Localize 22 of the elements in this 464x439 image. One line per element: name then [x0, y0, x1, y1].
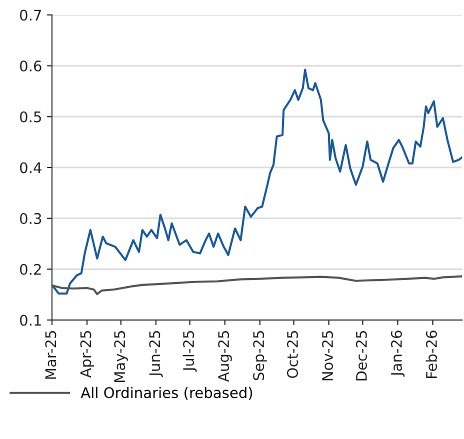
y-tick-label: 0.7: [20, 10, 41, 21]
x-tick-label: Apr-25: [80, 331, 94, 378]
x-tick-label: Jun-25: [149, 331, 163, 378]
x-tick-label: Nov-25: [322, 331, 334, 380]
y-tick-label: 0.3: [20, 213, 42, 224]
y-tick-label: 0.4: [20, 162, 42, 174]
x-tick-label: Dec-25: [356, 331, 367, 380]
x-tick-label: Aug-25: [218, 331, 232, 382]
y-tick-label: 0.5: [20, 111, 41, 122]
x-tick-label: Sep-25: [253, 331, 267, 380]
legend-label: All Ordinaries (rebased): [80, 386, 252, 400]
line-series: [52, 275, 462, 296]
x-tick-label: May-25: [114, 331, 128, 382]
line-series: [52, 68, 462, 295]
x-tick-label: Jul-25: [182, 331, 197, 372]
y-tick-label: 0.6: [20, 60, 42, 72]
y-tick-label: 0.1: [20, 314, 41, 326]
x-tick-label: Oct-25: [286, 331, 298, 378]
y-tick-label: 0.2: [20, 264, 41, 275]
x-tick-label: Jan-26: [390, 330, 405, 377]
x-tick-label: Mar-25: [45, 331, 56, 379]
x-tick-label: Feb-26: [426, 330, 437, 378]
